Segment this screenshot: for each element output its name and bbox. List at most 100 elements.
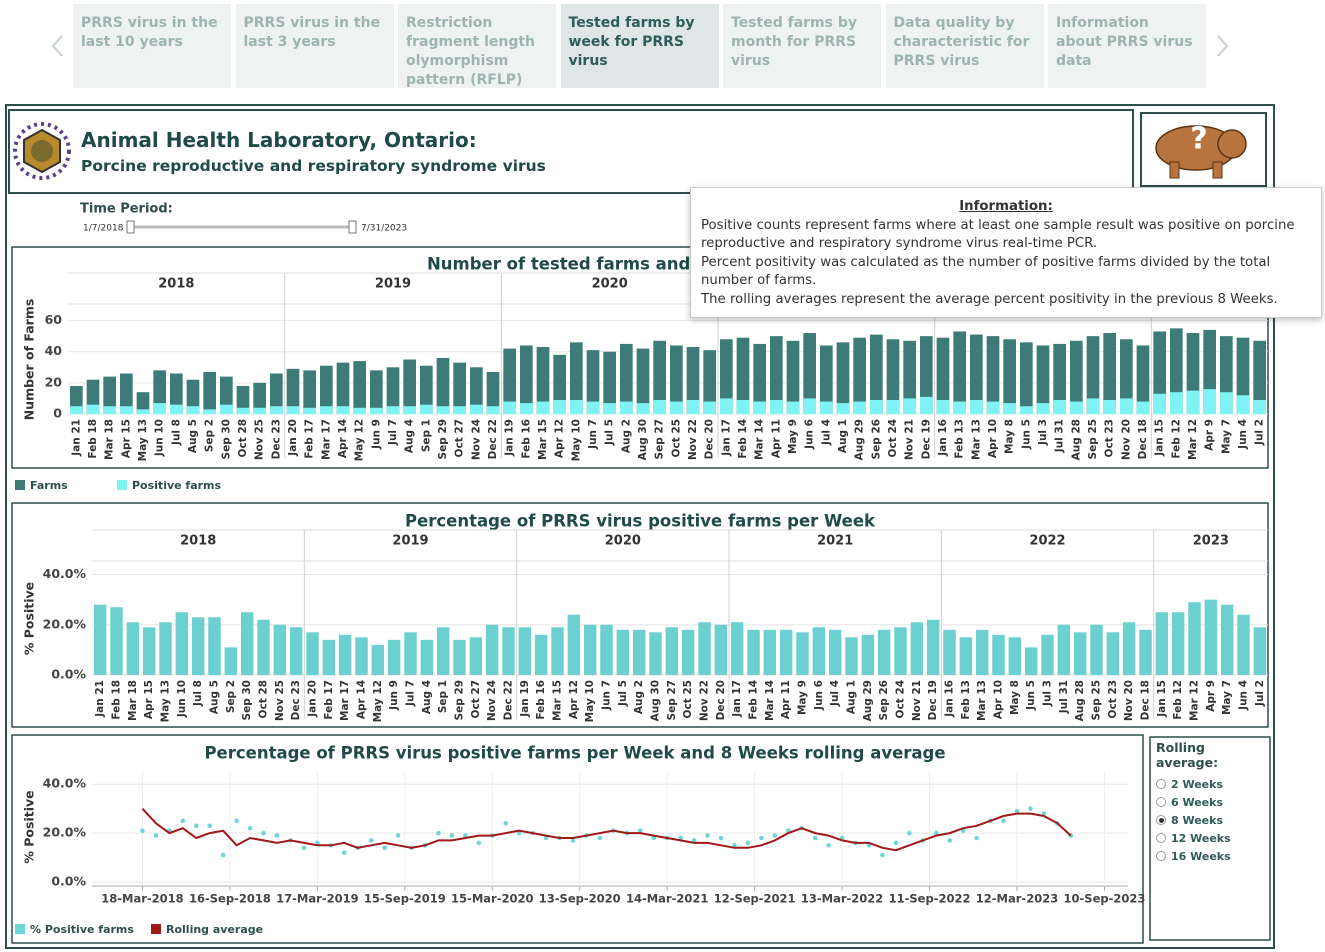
x-tick-label: Dec 18 — [1140, 680, 1152, 720]
point — [1028, 806, 1033, 811]
x-tick-label: Jun 4 — [1237, 419, 1249, 450]
bar — [1253, 340, 1266, 414]
bar — [649, 632, 662, 675]
point — [759, 835, 764, 841]
bar — [796, 632, 809, 675]
x-tick-label: Jun 10 — [154, 419, 166, 457]
radio-button[interactable] — [1156, 815, 1166, 825]
x-tick-label: Jan 21 — [70, 419, 82, 457]
x-tick-label: 13-Mar-2022 — [801, 892, 883, 906]
pig-icon[interactable]: ? — [1155, 122, 1247, 179]
nav-tab[interactable]: Tested farms by week for PRRS virus — [560, 4, 719, 88]
bar — [336, 406, 350, 414]
x-tick-label: Oct 24 — [895, 680, 907, 718]
x-tick-label: Jul 31 — [1058, 680, 1070, 714]
radio-option[interactable]: 2 Weeks — [1156, 775, 1268, 793]
bar — [943, 629, 956, 675]
point — [341, 850, 347, 855]
x-tick-label: Feb 14 — [748, 680, 760, 720]
point — [463, 833, 468, 838]
radio-button[interactable] — [1156, 779, 1166, 789]
bar — [371, 644, 385, 675]
nav-next[interactable] — [1217, 35, 1229, 57]
bar — [1073, 632, 1087, 675]
bar — [686, 347, 700, 414]
bar — [1171, 612, 1185, 675]
x-tick-label: 17-Mar-2019 — [276, 892, 358, 906]
x-tick-label: Apr 14 — [337, 419, 349, 458]
x-tick-label: Apr 14 — [356, 680, 368, 719]
radio-option[interactable]: 8 Weeks — [1156, 811, 1268, 829]
bar — [1003, 339, 1016, 414]
bar — [730, 622, 744, 675]
x-tick-label: Mar 17 — [320, 419, 332, 460]
point — [449, 833, 455, 838]
nav-prev[interactable] — [51, 35, 63, 57]
bar — [103, 376, 116, 414]
radio-option[interactable]: 16 Weeks — [1156, 847, 1268, 865]
point — [637, 828, 643, 833]
bar — [420, 365, 433, 414]
bar — [812, 627, 826, 675]
bar — [436, 357, 450, 414]
bar — [1139, 629, 1152, 675]
point — [180, 818, 186, 824]
bar — [322, 639, 336, 675]
x-tick-label: Mar 14 — [764, 680, 776, 721]
slider-handle[interactable] — [126, 220, 135, 234]
x-tick-label: Dec 18 — [1137, 419, 1149, 459]
bar — [1188, 602, 1201, 675]
bar — [1253, 627, 1267, 675]
y-tick-label: 20.0% — [43, 616, 87, 631]
bar — [665, 627, 679, 675]
point — [732, 843, 737, 848]
bar — [420, 639, 434, 675]
radio-button[interactable] — [1156, 851, 1166, 861]
x-tick-label: May 13 — [137, 419, 149, 461]
x-tick-label: Sep 26 — [870, 419, 882, 459]
slider-handle[interactable] — [348, 220, 357, 234]
x-tick-label: Jan 16 — [937, 419, 949, 457]
nav-tab[interactable]: Tested farms by month for PRRS virus — [723, 4, 881, 88]
x-tick-label: Nov 24 — [470, 419, 482, 460]
bar — [404, 632, 417, 675]
nav-tab[interactable]: PRRS virus in the last 10 years — [73, 4, 231, 88]
bar — [1103, 333, 1116, 414]
point — [718, 835, 724, 841]
x-tick-label: Jan 16 — [944, 680, 956, 718]
point — [436, 830, 441, 836]
legend-swatch — [151, 924, 161, 934]
point — [301, 845, 307, 851]
nav-tab[interactable]: Restriction fragment length olymorphism … — [398, 4, 556, 88]
radio-option[interactable]: 12 Weeks — [1156, 829, 1268, 847]
x-tick-label: Jul 31 — [1054, 419, 1066, 453]
x-tick-label: Aug 1 — [837, 419, 849, 453]
info-line: Positive counts represent farms where at… — [701, 217, 1295, 252]
x-tick-label: May 10 — [584, 680, 596, 722]
bar — [286, 368, 300, 414]
info-line: The rolling averages represent the avera… — [701, 291, 1278, 307]
radio-button[interactable] — [1156, 797, 1166, 807]
bar — [386, 406, 400, 414]
point — [382, 845, 387, 851]
bar — [203, 371, 216, 414]
bar — [136, 392, 150, 414]
radio-button[interactable] — [1156, 833, 1166, 843]
point — [1001, 818, 1006, 824]
legend-swatch — [117, 480, 127, 490]
bar — [970, 399, 983, 414]
nav-tab[interactable]: Information about PRRS virus data — [1048, 4, 1206, 88]
point — [261, 830, 266, 836]
radio-option[interactable]: 6 Weeks — [1156, 793, 1268, 811]
bar — [270, 373, 283, 414]
x-tick-label: Mar 18 — [104, 419, 116, 460]
nav-tab[interactable]: Data quality by characteristic for PRRS … — [885, 4, 1044, 88]
bar — [886, 339, 900, 414]
x-tick-label: Oct 28 — [237, 419, 249, 457]
nav-tab[interactable]: PRRS virus in the last 3 years — [235, 4, 394, 88]
bar — [986, 336, 1000, 414]
x-tick-label: Nov 24 — [486, 680, 498, 721]
x-tick-label: Jul 5 — [617, 680, 629, 707]
bar — [886, 399, 900, 414]
